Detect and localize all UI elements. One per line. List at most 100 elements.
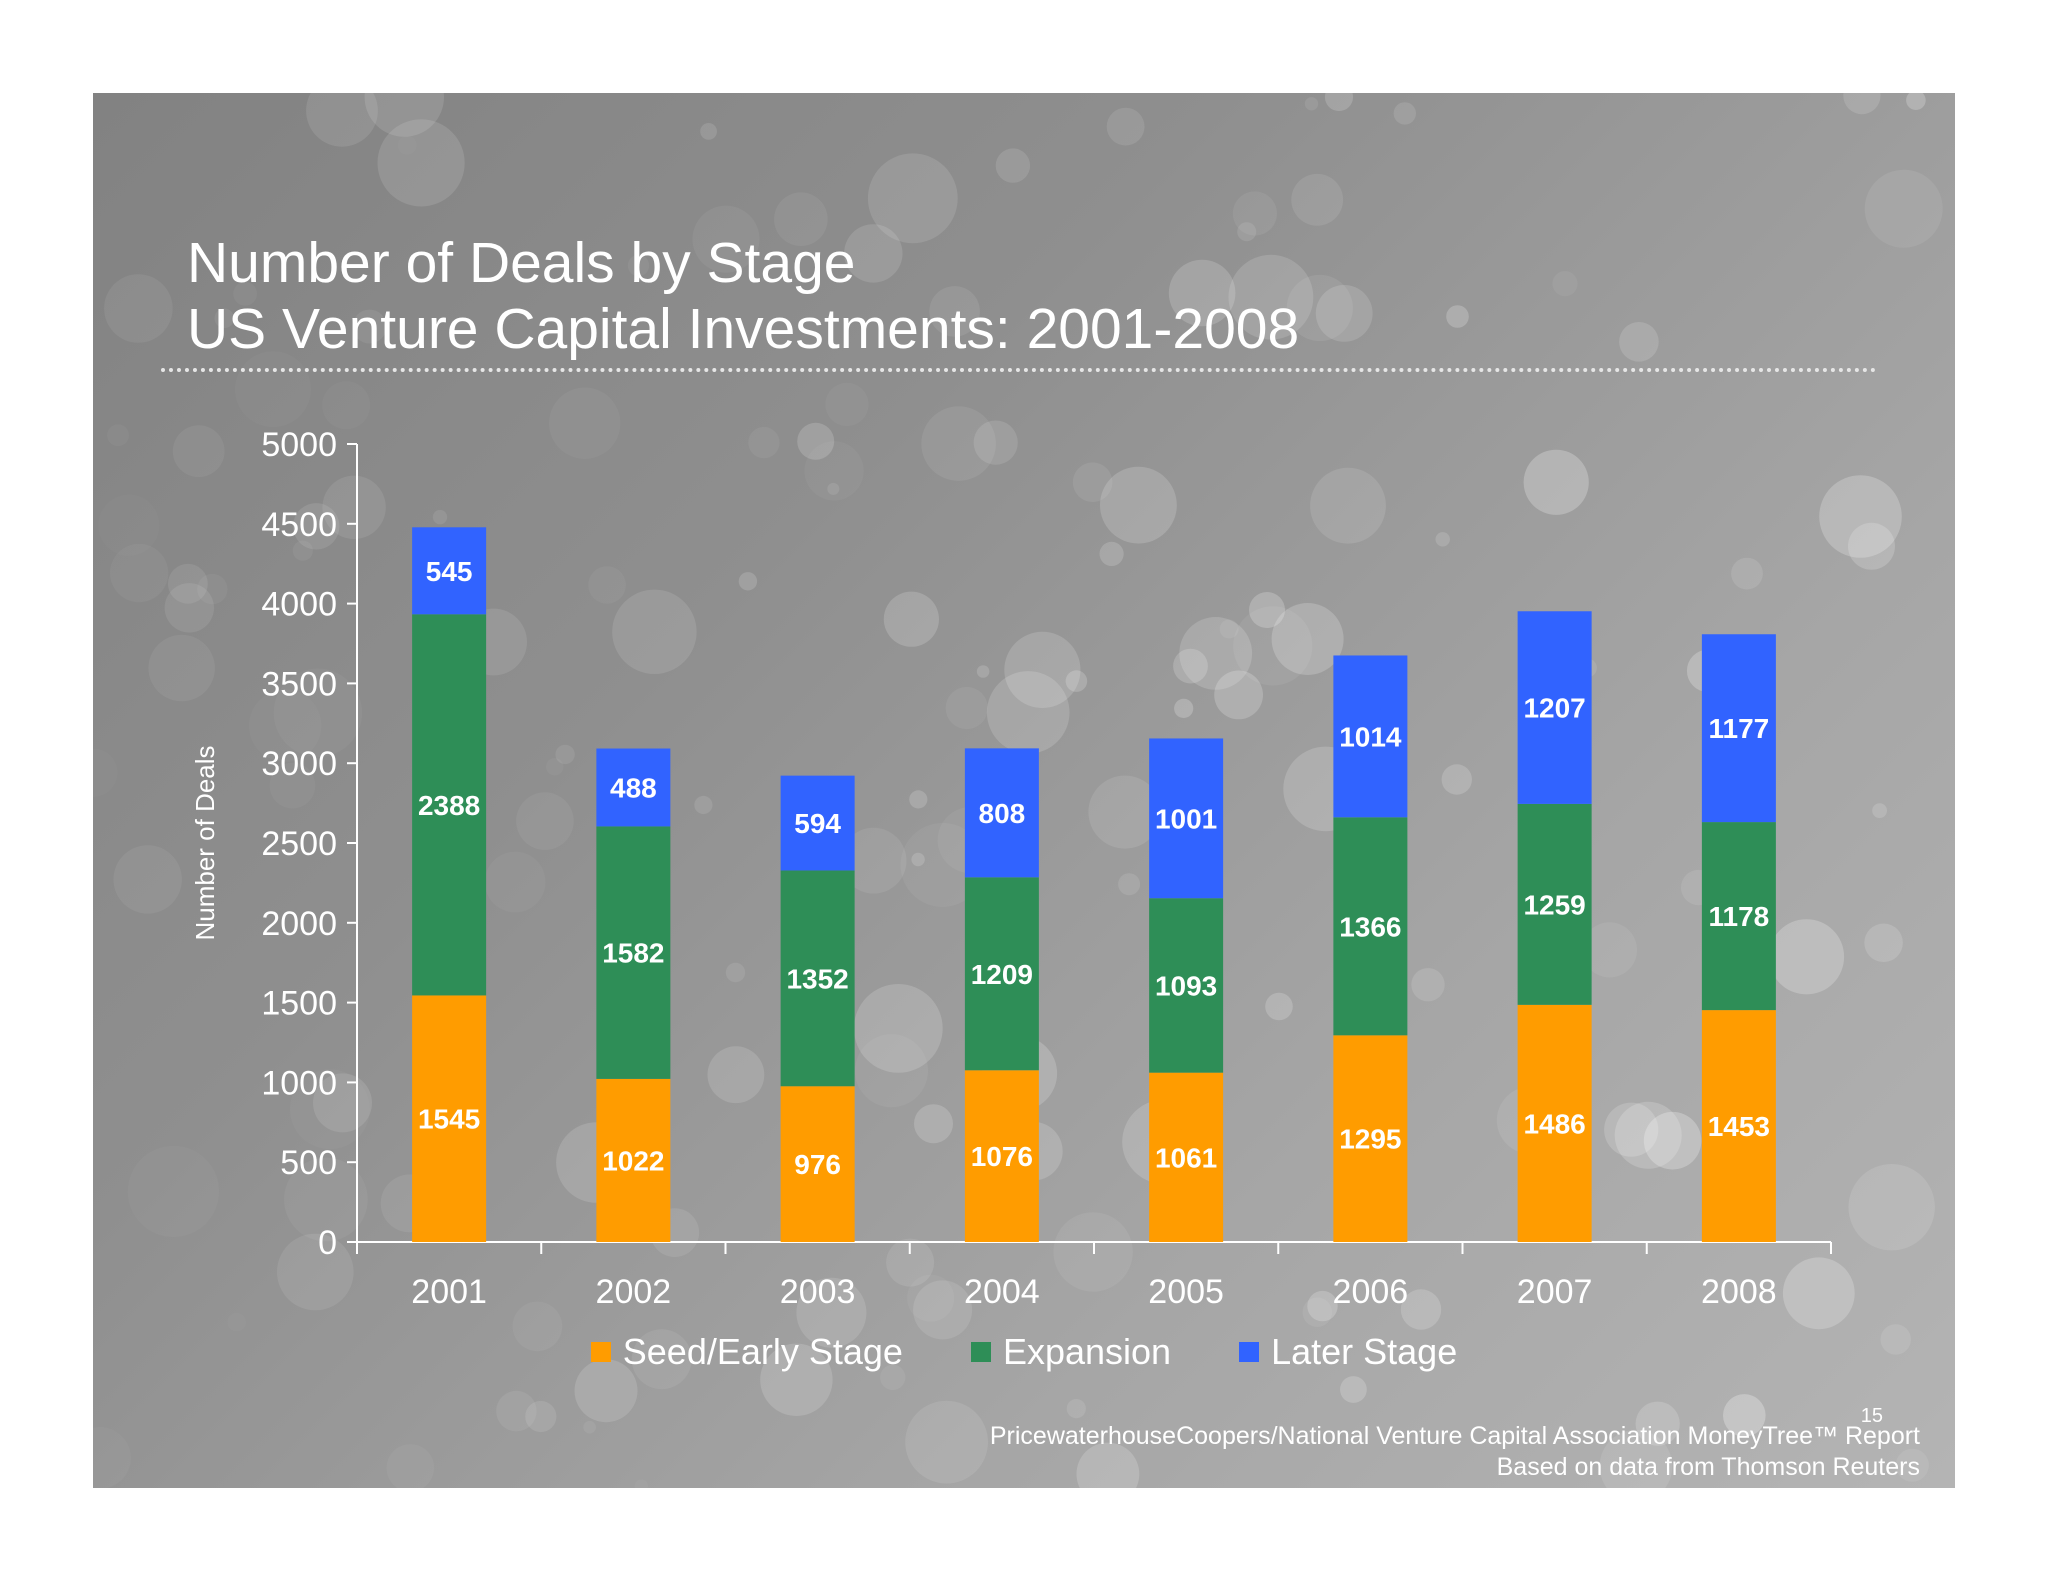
bubble [929,286,980,337]
bubble [1880,1324,1911,1355]
bubble [352,309,387,344]
bubble [1286,274,1353,342]
bubble [748,426,780,459]
legend: Seed/Early Stage Expansion Later Stage [93,1331,1955,1373]
bubble [694,795,713,815]
bar-expansion-2001 [412,614,487,996]
bubble [113,845,182,914]
x-tick-label: 2006 [1333,1273,1409,1311]
bubble [1219,619,1239,639]
bubble [233,281,257,306]
bubble [995,148,1031,183]
bubble [1895,1448,1929,1482]
bubble [1340,1376,1367,1403]
bubble [909,790,928,809]
bubble [574,1359,638,1423]
bubble [627,254,650,277]
data-label: 1022 [602,1145,664,1176]
x-tick-label: 2005 [1148,1273,1224,1311]
y-tick-label: 3500 [261,665,337,703]
data-label: 1295 [1339,1124,1401,1155]
data-label: 1259 [1523,889,1585,920]
legend-item: Expansion [970,1331,1172,1373]
bubble [1731,557,1763,590]
bubble [1848,1164,1935,1251]
bubble [322,475,386,539]
bubble [907,1274,955,1322]
bar-expansion-2003 [780,870,855,1087]
source-note: PricewaterhouseCoopers/National Venture … [990,1421,1920,1483]
bubble [512,1301,563,1352]
data-label: 1545 [418,1104,480,1135]
legend-item: Later Stage [1239,1331,1457,1373]
bubble [1723,1394,1766,1437]
bubble [1848,522,1895,570]
data-label: 1177 [1709,713,1770,744]
bubble [854,1034,929,1108]
chart-subtitle: US Venture Capital Investments: 2001-200… [187,297,1300,361]
bubble [1614,1101,1682,1169]
bubble [725,962,746,983]
data-label: 488 [610,772,657,803]
bubble [1581,922,1638,978]
bar-expansion-2008 [1701,822,1776,1011]
y-tick-label: 4000 [261,586,337,624]
bubble [525,1400,557,1433]
bar-expansion-2004 [964,877,1039,1071]
y-tick-label: 5000 [261,426,337,464]
bubble [1076,1442,1140,1488]
bubble [1066,1399,1086,1419]
data-label: 545 [426,556,473,587]
bubble [377,119,465,207]
bubble [1271,603,1344,675]
bubble [555,744,575,765]
bubble [1100,466,1177,544]
y-tick-label: 1500 [261,985,337,1023]
bubble [1232,191,1277,236]
bubble [844,224,903,283]
bubble [1214,670,1263,720]
bar-seed-early-stage-2002 [596,1078,671,1242]
y-tick-label: 4500 [261,506,337,544]
source-line-1: PricewaterhouseCoopers/National Venture … [989,1422,1920,1450]
bubble [1619,322,1659,362]
legend-label: Seed/Early Stage [622,1331,903,1372]
bubble [109,543,169,603]
data-label: 808 [979,798,1026,829]
bubble [867,153,958,244]
x-tick-label: 2003 [780,1273,856,1311]
bubble [880,1364,906,1391]
data-label: 594 [794,808,841,839]
bubble [1174,698,1194,719]
bubble [549,387,621,459]
bar-later-stage-2004 [964,748,1039,878]
legend-label: Later Stage [1271,1331,1458,1372]
bubble [516,792,574,850]
bubble [631,1329,692,1390]
bubble [883,591,940,647]
bubble [1400,1289,1442,1330]
title-divider [161,368,1877,372]
bar-later-stage-2001 [412,527,487,615]
data-label: 1453 [1708,1111,1770,1142]
bar-expansion-2005 [1149,898,1224,1073]
bubble [1072,462,1113,503]
bubble [1099,541,1124,566]
bubble [1179,617,1253,690]
bubble [973,420,1018,465]
bubble [827,482,840,495]
legend-label: Expansion [1002,1331,1172,1372]
data-label: 1209 [971,959,1033,990]
data-label: 1061 [1155,1142,1217,1173]
bubble [1324,93,1354,112]
bubble [707,1046,765,1104]
y-tick-label: 0 [318,1224,337,1262]
bar-later-stage-2003 [780,775,855,871]
bubble [292,540,313,561]
source-line-2: Based on data from Thomson Reuters [1496,1453,1920,1481]
bubble [386,1444,435,1488]
bubble [293,503,340,550]
bubble [1768,919,1845,995]
data-label: 1207 [1523,693,1585,724]
bar-seed-early-stage-2003 [780,1086,855,1242]
